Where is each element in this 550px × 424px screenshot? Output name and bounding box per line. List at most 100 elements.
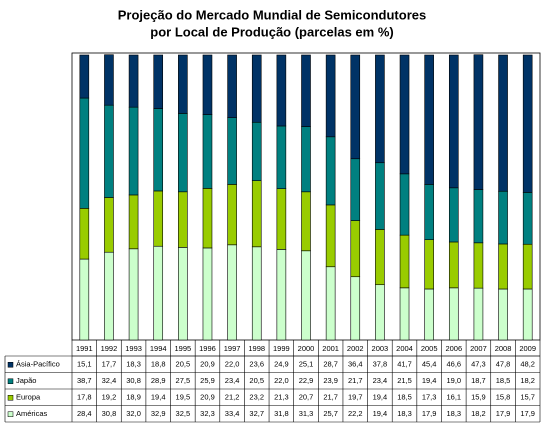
bar-segment [276,249,287,341]
bar-segment [325,54,336,138]
data-label: 32,7 [249,409,264,418]
bar-segment [178,191,188,248]
data-label: 41,7 [397,360,412,369]
bar-segment [153,190,164,247]
data-label: 20,7 [299,393,314,402]
data-label: 48,2 [520,360,535,369]
x-tick-label: 1997 [224,344,241,353]
data-label: 18,9 [126,393,141,402]
data-label: 19,4 [422,376,437,385]
x-tick-label: 1993 [125,344,142,353]
data-label: 28,4 [77,409,92,418]
legend-label: Ásia-Pacífico [16,360,60,369]
bar-segment [301,191,311,252]
x-tick-label: 2002 [347,344,364,353]
legend-label: Américas [16,409,48,418]
bar-segment [375,162,385,230]
bar-segment [202,188,213,249]
bar-segment [227,184,237,246]
legend-label: Japão [16,376,36,385]
bar-segment [473,189,484,244]
bar-segment [424,184,434,240]
bar-segment [79,54,90,99]
bar-segment [473,54,484,190]
bar-segment [227,54,237,119]
x-tick-label: 2003 [372,344,389,353]
data-label: 18,3 [446,409,461,418]
data-label: 38,7 [77,376,92,385]
data-label: 18,3 [126,360,141,369]
bar-segment [178,113,188,193]
bar-segment [202,247,213,341]
bar-segment [399,287,410,341]
data-label: 37,8 [373,360,388,369]
data-label: 22,2 [348,409,363,418]
data-label: 22,0 [274,376,289,385]
x-tick-label: 2004 [396,344,413,353]
x-tick-label: 1996 [199,344,216,353]
bar-segment [178,247,188,341]
bar-segment [350,54,361,160]
bar-segment [251,246,262,341]
bar-segment [128,194,139,250]
bar-segment [350,276,361,341]
data-label: 16,1 [446,393,461,402]
data-label: 21,7 [323,393,338,402]
x-tick-label: 2001 [322,344,339,353]
data-label: 18,3 [397,409,412,418]
data-label: 45,4 [422,360,437,369]
data-label: 23,9 [323,376,338,385]
bar-segment [325,136,336,206]
data-label: 15,8 [496,393,511,402]
data-label: 17,3 [422,393,437,402]
x-tick-label: 1998 [248,344,265,353]
data-label: 19,0 [446,376,461,385]
data-label: 19,5 [176,393,191,402]
bar-segment [448,287,459,341]
data-label: 30,8 [126,376,141,385]
bar-segment [79,97,90,209]
data-label: 18,8 [151,360,166,369]
data-label: 32,9 [151,409,166,418]
bar-segment [79,258,90,341]
bar-segment [276,54,287,127]
bar-segment [399,54,410,175]
bar-segment [350,220,361,278]
x-tick-label: 1999 [273,344,290,353]
data-label: 22,9 [299,376,314,385]
data-label: 19,4 [373,409,388,418]
data-label: 27,5 [176,376,191,385]
legend-label: Europa [16,393,41,402]
bar-segment [227,117,237,185]
x-tick-label: 2008 [495,344,512,353]
bar-segment [522,243,533,290]
data-label: 23,4 [225,376,240,385]
data-label: 47,3 [471,360,486,369]
data-label: 31,8 [274,409,289,418]
data-label: 22,0 [225,360,240,369]
bar-segment [473,287,484,341]
x-tick-label: 2007 [470,344,487,353]
bar-segment [498,288,508,341]
bar-segment [227,244,237,341]
bar-segment [178,54,188,114]
data-label: 19,4 [373,393,388,402]
data-label: 28,7 [323,360,338,369]
data-label: 15,9 [471,393,486,402]
bar-segment [301,250,311,341]
bar-segment [128,248,139,341]
bar-segment [251,54,262,123]
bar-segment [350,158,361,221]
data-label: 17,9 [422,409,437,418]
data-label: 47,8 [496,360,511,369]
data-label: 20,5 [249,376,264,385]
data-label: 18,5 [496,376,511,385]
bar-segment [325,204,336,268]
bar-segment [104,54,114,106]
data-label: 25,9 [200,376,215,385]
bar-segment [79,208,90,260]
bar-segment [522,288,533,341]
bar-segment [448,54,459,189]
